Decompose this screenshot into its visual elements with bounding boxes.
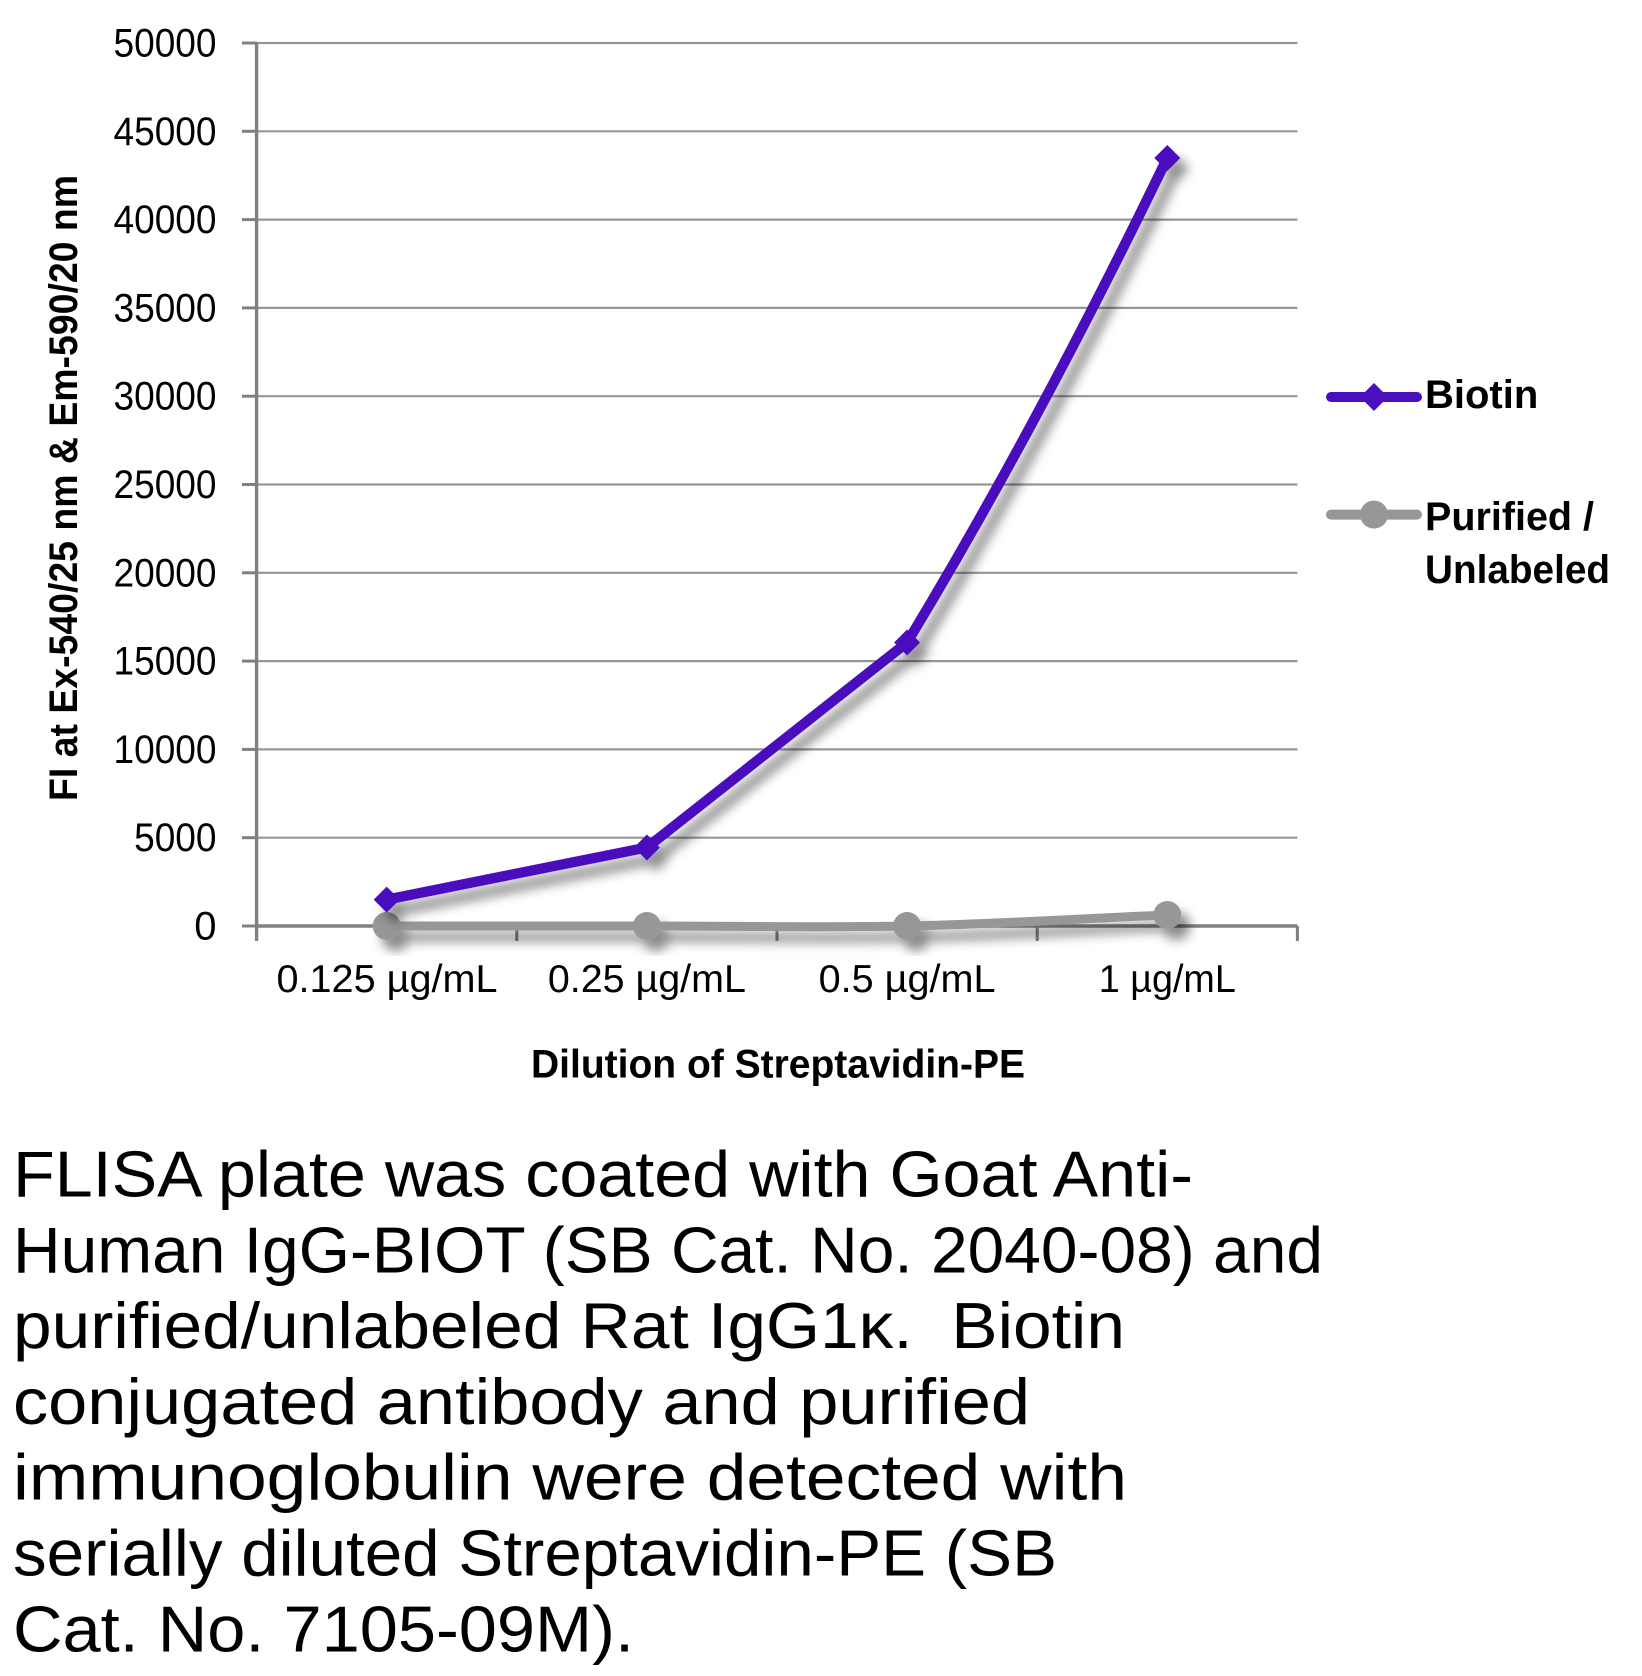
svg-text:Biotin: Biotin <box>1425 373 1538 417</box>
svg-text:purified/unlabeled Rat IgG1κ.: purified/unlabeled Rat IgG1κ. Biotin <box>13 1289 1125 1362</box>
svg-text:5000: 5000 <box>134 816 216 860</box>
svg-text:FI at Ex-540/25 nm & Em-590/20: FI at Ex-540/25 nm & Em-590/20 nm <box>42 175 86 801</box>
svg-text:20000: 20000 <box>114 551 217 595</box>
svg-text:Purified /: Purified / <box>1425 495 1594 539</box>
svg-text:1 µg/mL: 1 µg/mL <box>1099 958 1236 1001</box>
svg-text:0: 0 <box>194 905 216 949</box>
svg-text:Cat. No. 7105-09M).: Cat. No. 7105-09M). <box>13 1592 634 1665</box>
svg-text:FLISA plate was coated with Go: FLISA plate was coated with Goat Anti- <box>13 1138 1193 1211</box>
svg-text:Unlabeled: Unlabeled <box>1425 548 1610 592</box>
svg-text:0.25 µg/mL: 0.25 µg/mL <box>548 958 746 1001</box>
svg-text:15000: 15000 <box>114 640 217 684</box>
svg-text:0.125 µg/mL: 0.125 µg/mL <box>277 958 498 1001</box>
svg-text:25000: 25000 <box>114 463 217 507</box>
svg-text:35000: 35000 <box>114 286 217 330</box>
svg-text:10000: 10000 <box>114 728 217 772</box>
svg-text:30000: 30000 <box>114 375 217 419</box>
svg-text:Human IgG-BIOT (SB Cat. No. 20: Human IgG-BIOT (SB Cat. No. 2040-08) and <box>13 1213 1323 1286</box>
svg-text:45000: 45000 <box>114 110 217 154</box>
svg-text:conjugated antibody and purifi: conjugated antibody and purified <box>13 1365 1030 1438</box>
svg-text:Dilution of Streptavidin-PE: Dilution of Streptavidin-PE <box>531 1043 1025 1087</box>
svg-text:40000: 40000 <box>114 198 217 242</box>
svg-text:serially diluted Streptavidin-: serially diluted Streptavidin-PE (SB <box>13 1517 1057 1590</box>
svg-text:0.5 µg/mL: 0.5 µg/mL <box>819 958 996 1001</box>
svg-text:immunoglobulin were detected w: immunoglobulin were detected with <box>13 1441 1127 1514</box>
svg-text:50000: 50000 <box>114 22 217 66</box>
